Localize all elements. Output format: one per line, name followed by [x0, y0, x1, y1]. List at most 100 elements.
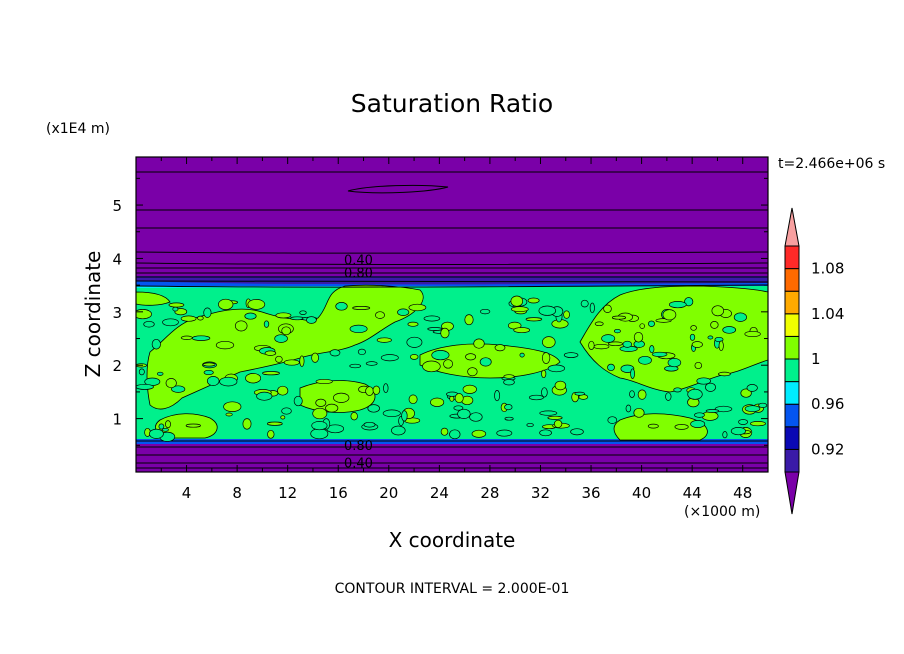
turbulent-cell — [263, 320, 270, 328]
turbulent-cell — [449, 429, 461, 440]
turbulent-cell — [382, 409, 401, 418]
turbulent-cell — [383, 383, 389, 393]
turbulent-cell — [696, 377, 711, 385]
turbulent-cell — [266, 421, 283, 426]
turbulent-cell — [629, 390, 635, 398]
turbulent-cell — [744, 330, 761, 338]
turbulent-cell — [749, 421, 767, 427]
turbulent-cell — [165, 420, 171, 429]
turbulent-cell — [335, 302, 348, 311]
turbulent-cell — [718, 371, 731, 377]
turbulent-cell — [247, 299, 266, 310]
x-axis-label: X coordinate — [389, 528, 516, 552]
colorbar-box — [784, 335, 800, 360]
contour-label: 0.80 — [344, 439, 373, 454]
x-tick-label: 44 — [683, 484, 702, 502]
colorbar-box — [784, 448, 800, 473]
turbulent-cell — [539, 410, 558, 416]
turbulent-cell — [422, 360, 441, 373]
turbulent-cell — [329, 349, 341, 357]
turbulent-cell — [365, 361, 378, 366]
y-tick-label: 1 — [112, 411, 122, 429]
turbulent-cell — [453, 405, 464, 411]
turbulent-cell — [479, 308, 491, 315]
turbulent-cell — [588, 340, 595, 350]
colorbar-label: 0.92 — [811, 440, 844, 458]
turbulent-cell — [690, 420, 706, 428]
colorbar-label: 1.08 — [811, 260, 844, 278]
plot-frame — [135, 156, 769, 473]
turbulent-cell — [527, 297, 540, 304]
turbulent-cell — [471, 429, 487, 438]
turbulent-cell — [633, 331, 644, 343]
x-tick-label: 24 — [430, 484, 449, 502]
turbulent-cell — [547, 364, 566, 373]
colorbar-box — [784, 290, 800, 315]
turbulent-cell — [401, 410, 408, 422]
turbulent-cell — [744, 405, 761, 413]
contour-label: 0.80 — [344, 267, 373, 282]
turbulent-cell — [372, 385, 381, 395]
turbulent-cell — [613, 328, 621, 334]
turbulent-cell — [293, 395, 303, 407]
turbulent-cell — [306, 316, 317, 324]
turbulent-cell — [462, 384, 477, 394]
contour-labels: 0.400.800.800.40 — [344, 254, 373, 472]
turbulent-cell — [473, 338, 485, 349]
turbulent-cell — [349, 363, 362, 369]
turbulent-cell — [601, 334, 616, 343]
turbulent-cell — [538, 305, 557, 316]
turbulent-cell — [156, 371, 164, 376]
contour-label: 0.40 — [344, 457, 373, 472]
turbulent-cell — [494, 390, 501, 402]
small-contour-ellipse — [347, 184, 449, 194]
contour-label: 0.40 — [344, 254, 373, 269]
turbulent-cell — [185, 423, 201, 428]
turbulent-cell — [245, 373, 262, 384]
x-tick-label: 48 — [733, 484, 752, 502]
turbulent-cell — [469, 412, 483, 422]
turbulent-cell — [622, 340, 633, 348]
turbulent-cell — [607, 416, 618, 424]
turbulent-cell — [574, 391, 585, 396]
turbulent-contours — [136, 295, 768, 442]
y-axis-label: Z coordinate — [81, 251, 105, 378]
turbulent-cell — [519, 352, 525, 358]
x-tick-label: 40 — [632, 484, 651, 502]
turbulent-cell — [180, 315, 197, 322]
turbulent-cell — [589, 302, 595, 314]
turbulent-cell — [280, 415, 286, 420]
turbulent-cell — [648, 320, 655, 327]
turbulent-cell — [539, 429, 552, 437]
x-tick-label: 4 — [182, 484, 192, 502]
turbulent-cell — [637, 389, 647, 400]
turbulent-cell — [165, 378, 177, 389]
turbulent-cell — [467, 367, 478, 377]
turbulent-cell — [136, 383, 154, 390]
turbulent-cell — [625, 404, 632, 413]
turbulent-cell — [299, 355, 305, 367]
y-tick-label: 3 — [112, 304, 122, 322]
turbulent-cell — [281, 326, 292, 336]
turbulent-cell — [218, 298, 234, 310]
turbulent-cell — [215, 340, 235, 350]
turbulent-cell — [397, 308, 410, 316]
turbulent-cell — [690, 325, 697, 331]
turbulent-cell — [563, 352, 579, 358]
turbulent-cell — [711, 305, 725, 317]
x-axis-ticks: 4 8 12 16 20 24 28 32 36 40 44 48 — [160, 157, 752, 502]
turbulent-cell — [503, 379, 515, 386]
turbulent-cell — [151, 338, 161, 350]
turbulent-cell — [722, 326, 737, 334]
turbulent-cell — [496, 429, 513, 437]
turbulent-cell — [553, 419, 563, 428]
turbulent-cell — [542, 336, 556, 348]
turbulent-cell — [758, 402, 768, 408]
turbulent-cell — [563, 310, 570, 319]
turbulent-cell — [457, 408, 471, 419]
turbulent-cell — [391, 425, 406, 436]
turbulent-cell — [315, 378, 333, 385]
region-top-strip — [136, 291, 171, 306]
turbulent-cell — [363, 421, 376, 428]
turbulent-cell — [647, 423, 659, 429]
